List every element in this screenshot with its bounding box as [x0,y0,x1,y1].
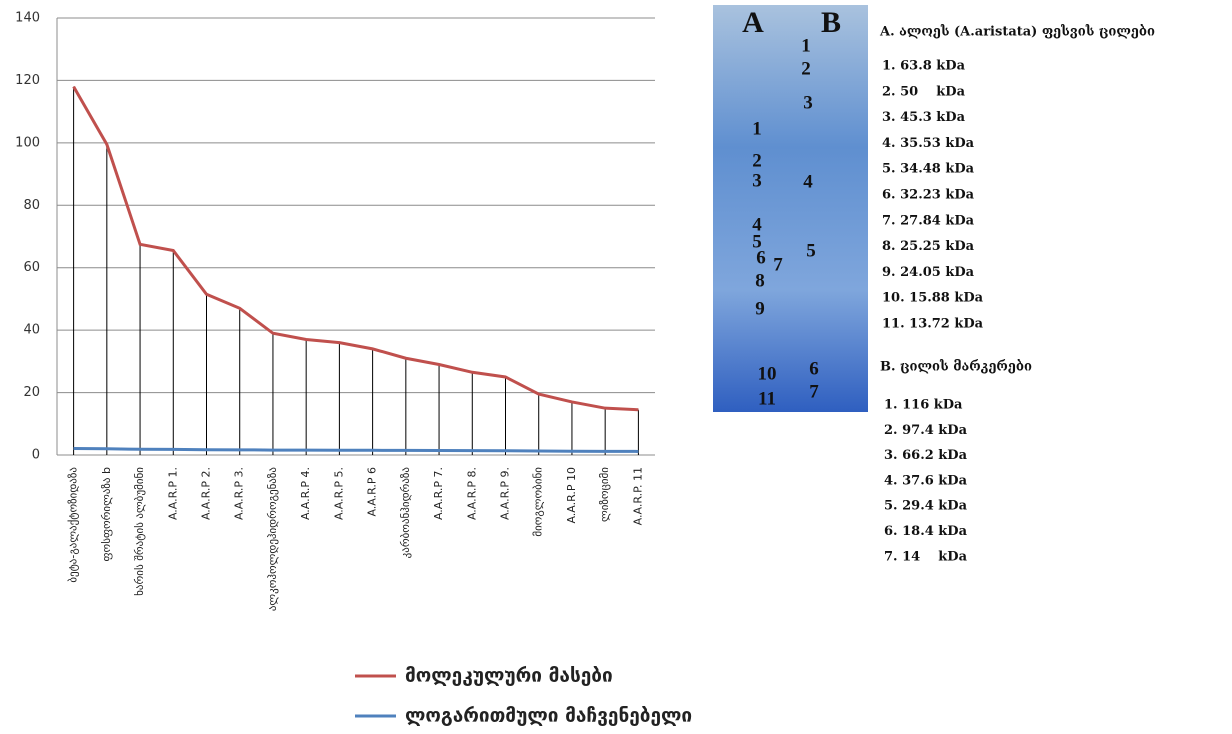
band-label: 9 [755,298,765,319]
note-item: 4. 37.6 kDa [884,473,968,488]
band-label: 2 [752,150,762,171]
band-label: 8 [755,270,765,291]
x-tick-label: A.A.R.P 9. [499,467,512,520]
note-item: 11. 13.72 kDa [882,317,984,332]
note-item: 1. 116 kDa [884,398,963,413]
note-item: 4. 35.53 kDa [882,136,975,151]
section-title: B. ცილის მარკერები [880,360,1032,375]
x-tick-label: ალკოჰოლდეჰიდროგენაზა [266,467,279,612]
x-tick-label: ფოსფორილაზა b [100,467,113,562]
x-tick-label: A.A.R.P 7. [432,467,445,520]
band-label: 3 [752,170,762,191]
note-item: 5. 34.48 kDa [882,162,975,177]
x-tick-label: A.A.R.P 4. [299,467,312,520]
x-tick-label: კარბოანჰიდრაზა [399,467,412,559]
x-tick-label: A.A.R.P 10 [565,467,578,524]
y-tick-label: 40 [23,323,40,338]
x-tick-label: მიოგლობინი [532,467,545,537]
band-label: 6 [756,247,766,268]
note-item: 10. 15.88 kDa [882,291,984,306]
note-item: 8. 25.25 kDa [882,239,975,254]
x-tick-label: A.A.R.P 2. [200,467,213,520]
lane-label: B [821,6,841,39]
band-label: 5 [752,231,762,252]
band-label: 5 [806,240,816,261]
note-item: 6. 18.4 kDa [884,524,968,539]
y-tick-label: 140 [15,11,40,26]
legend-label: ლოგარითმული მაჩვენებელი [405,705,692,727]
note-item: 6. 32.23 kDa [882,188,975,203]
y-tick-label: 0 [32,448,40,463]
series-line [73,447,639,453]
band-label: 4 [752,214,762,235]
y-tick-label: 100 [15,135,40,150]
band-label: 1 [752,118,762,139]
band-label: 1 [801,35,811,56]
x-tick-label: ლიზოციმი [598,467,611,522]
x-tick-label: A.A.R.P 3. [233,467,246,520]
section-title: A. ალოეს (A.aristata) ფესვის ცილები [879,25,1155,40]
x-tick-label: A.A.R.P 6 [366,467,379,517]
note-item: 3. 45.3 kDa [882,110,966,125]
note-item: 2. 50 kDa [882,84,966,99]
x-tick-label: A.A.R.P 8. [465,467,478,520]
band-label: 6 [809,358,819,379]
x-tick-label: A.A.R.P 1. [166,467,179,520]
y-tick-label: 80 [23,198,40,213]
x-tick-label: A.A.R.P. 11 [631,467,644,525]
note-item: 5. 29.4 kDa [884,499,968,514]
band-label: 10 [758,363,777,384]
y-tick-label: 20 [23,385,40,400]
x-tick-label: ბეტა-გალაქტოზიდაზა [67,467,80,583]
note-item: 9. 24.05 kDa [882,265,975,280]
band-label: 7 [809,381,819,402]
legend-label: მოლეკულური მასები [405,665,613,687]
gel-image [713,5,868,412]
note-item: 2. 97.4 kDa [884,423,968,438]
note-item: 1. 63.8 kDa [882,59,966,74]
lane-label: A [742,6,764,39]
series-line [72,85,639,412]
x-tick-label: A.A.R.P 5. [332,467,345,520]
note-item: 7. 14 kDa [884,549,968,564]
band-label: 4 [803,171,813,192]
note-item: 3. 66.2 kDa [884,448,968,463]
band-label: 11 [758,388,776,409]
note-item: 7. 27.84 kDa [882,213,975,228]
band-label: 2 [801,58,811,79]
band-label: 3 [803,92,813,113]
x-tick-label: ხარის შრატის ალბუმინი [133,467,146,596]
y-tick-label: 60 [23,260,40,275]
band-label: 7 [773,254,783,275]
y-tick-label: 120 [15,73,40,88]
